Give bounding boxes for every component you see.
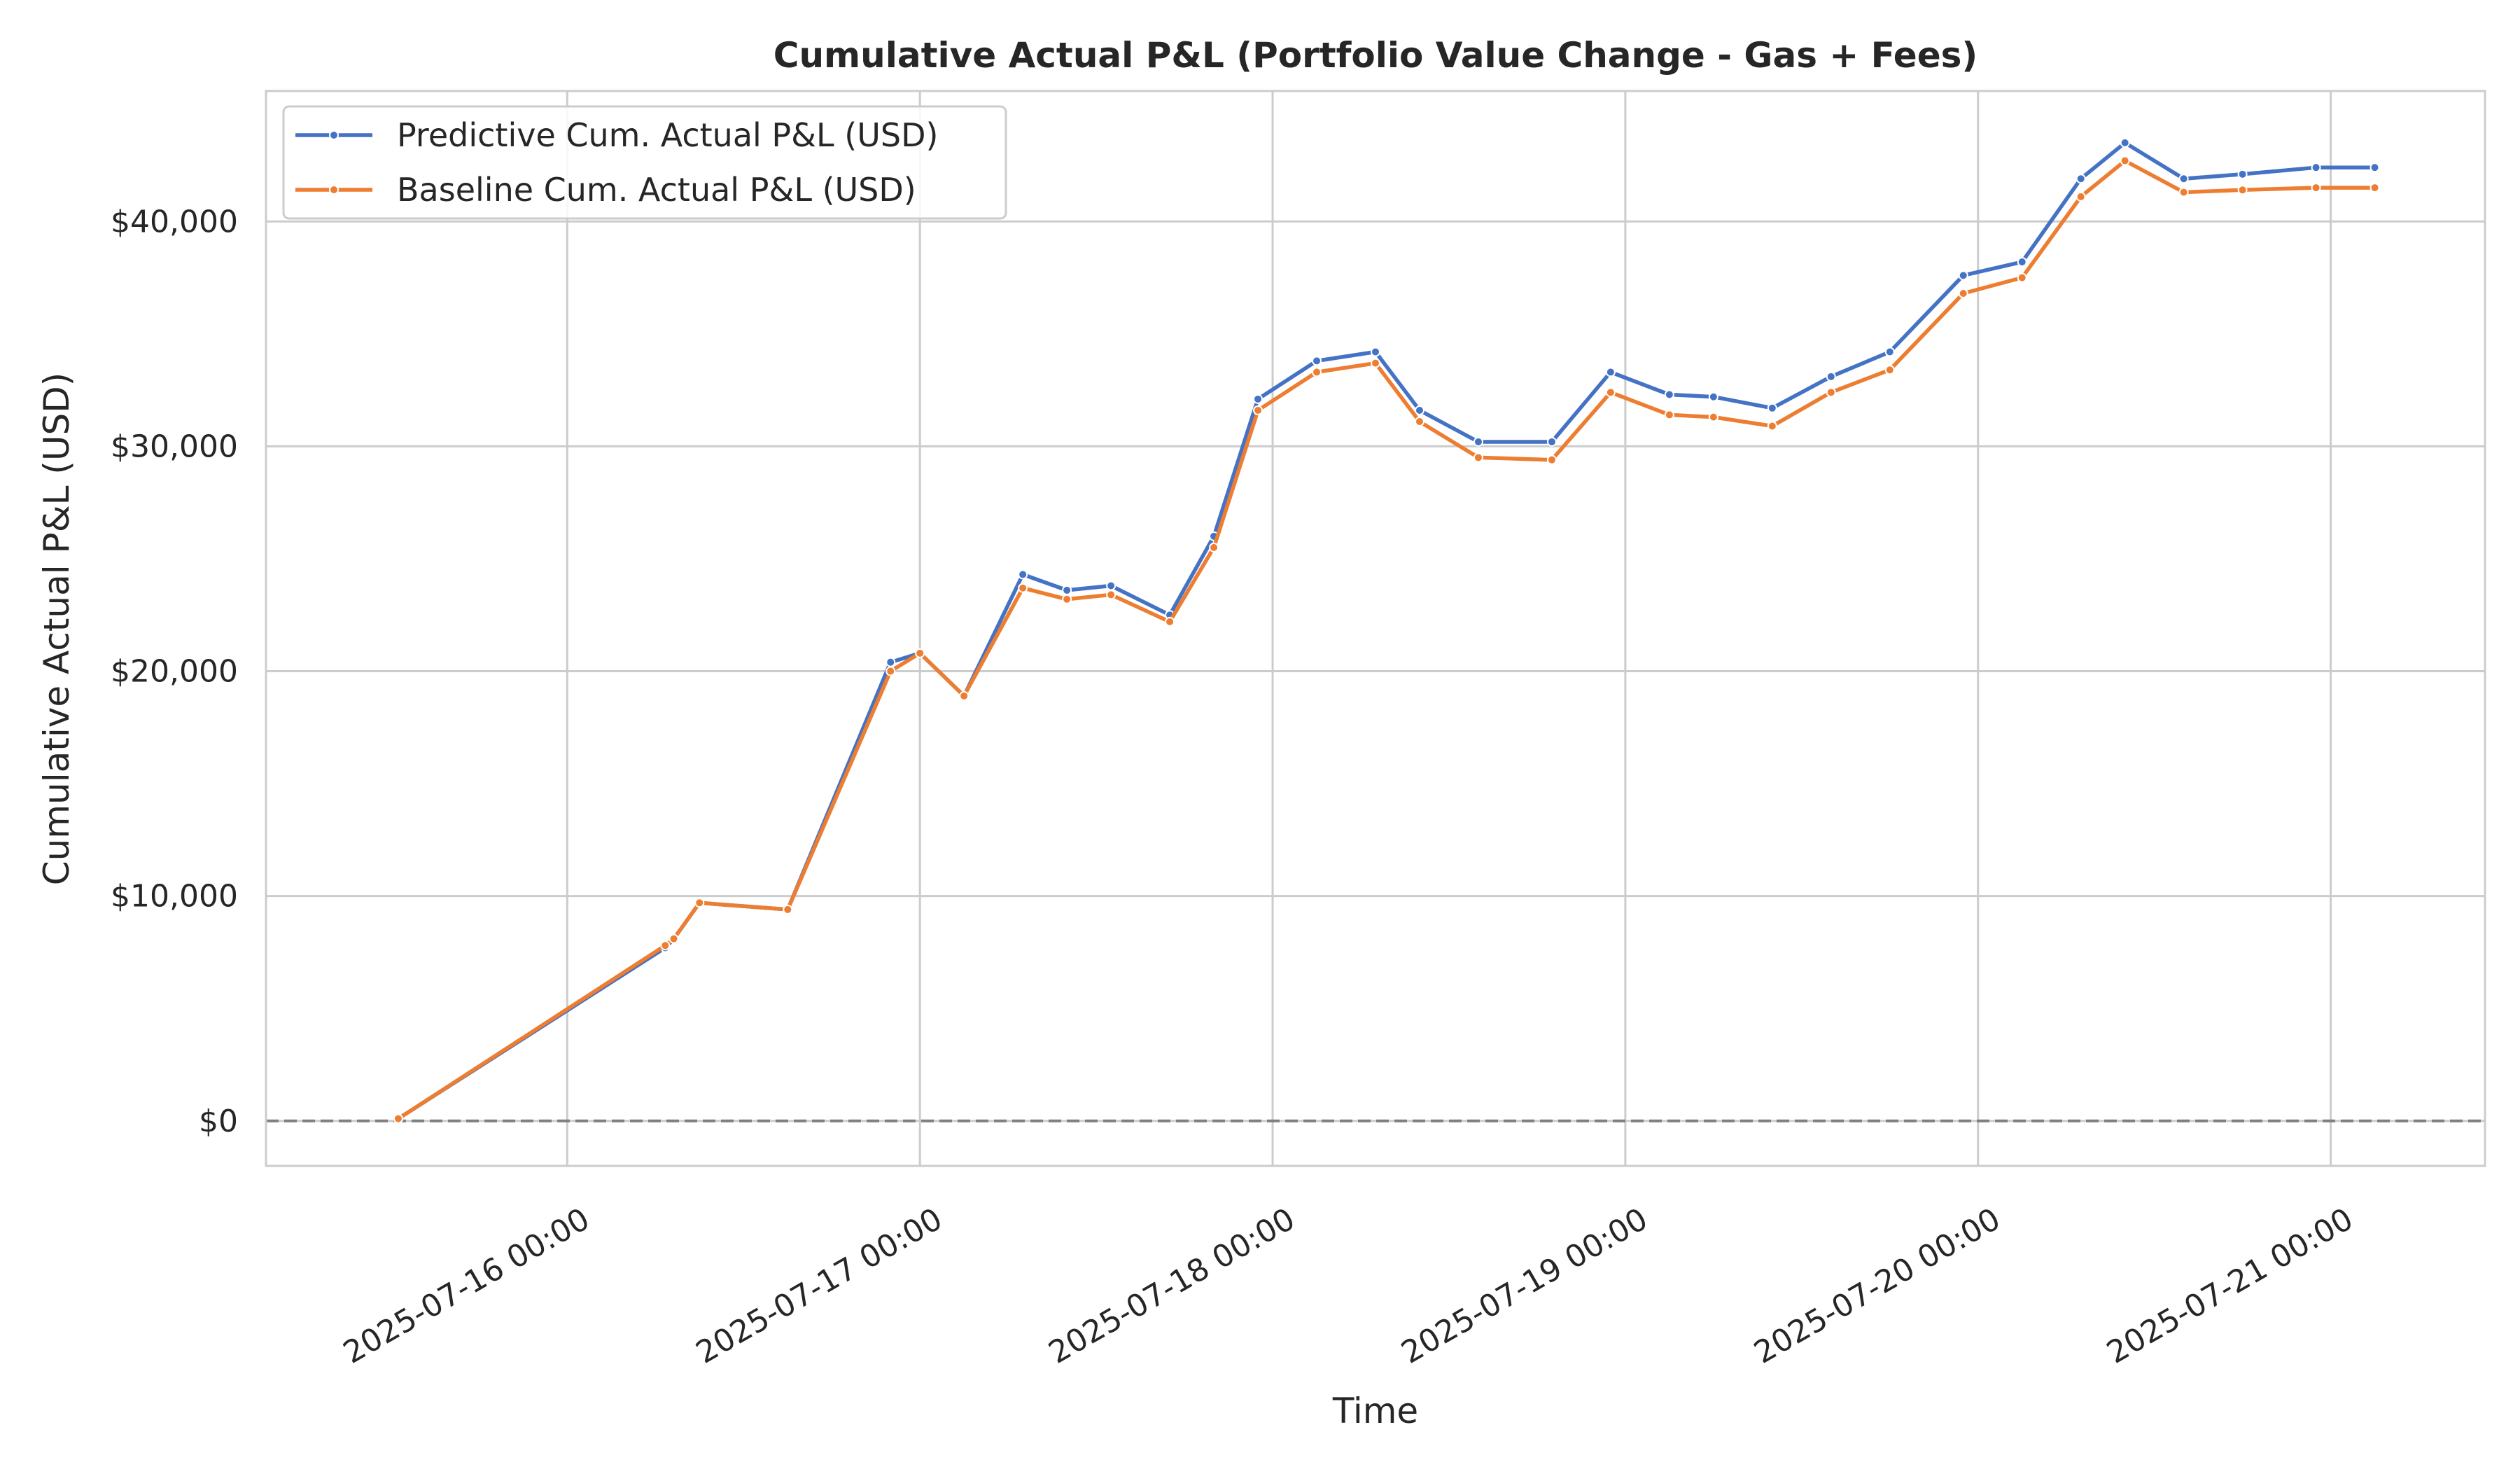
data-point [1664, 410, 1674, 420]
data-point [1664, 389, 1674, 400]
data-point [1018, 583, 1028, 593]
data-point [2370, 183, 2380, 193]
data-point [1473, 452, 1483, 463]
data-point [1371, 358, 1380, 368]
x-axis-ticks: 2025-07-16 00:00 2025-07-17 00:00 2025-07-… [337, 1201, 2359, 1370]
y-axis-label: Cumulative Actual P&L (USD) [36, 373, 77, 886]
data-point [1546, 436, 1557, 447]
data-point [1106, 580, 1116, 591]
chart-title: Cumulative Actual P&L (Portfolio Value C… [774, 35, 1977, 76]
data-point [2178, 187, 2189, 197]
data-point [2076, 191, 2086, 202]
data-point [1253, 394, 1264, 404]
data-point [1018, 569, 1028, 580]
y-tick-label: $20,000 [111, 654, 238, 690]
series-layer [393, 137, 2380, 1124]
data-point [1958, 288, 1968, 299]
x-tick-label: 2025-07-21 00:00 [2101, 1201, 2359, 1370]
data-point [1165, 616, 1175, 627]
data-point [1473, 436, 1483, 447]
x-tick-label: 2025-07-19 00:00 [1396, 1201, 1654, 1370]
data-point [1605, 387, 1616, 398]
x-tick-label: 2025-07-20 00:00 [1748, 1201, 2006, 1370]
data-point [2311, 162, 2321, 173]
x-tick-label: 2025-07-18 00:00 [1043, 1201, 1301, 1370]
y-axis-ticks: $0 $10,000 $20,000 $30,000 $40,000 [111, 204, 238, 1139]
data-point [1708, 391, 1718, 402]
data-point [1605, 367, 1616, 377]
data-point [1708, 412, 1718, 422]
data-point [1826, 387, 1836, 398]
data-point [2237, 169, 2248, 179]
data-point [886, 666, 896, 676]
x-tick-label: 2025-07-17 00:00 [690, 1201, 948, 1370]
legend-label: Baseline Cum. Actual P&L (USD) [397, 171, 916, 209]
series-predictive [393, 137, 2380, 1124]
data-point [1414, 405, 1424, 416]
data-point [2370, 162, 2380, 173]
y-tick-label: $10,000 [111, 879, 238, 915]
y-tick-label: $0 [199, 1104, 238, 1139]
legend-box [282, 105, 1007, 220]
data-point [1767, 421, 1777, 431]
data-point [2076, 174, 2086, 184]
legend: Predictive Cum. Actual P&L (USD) Baseline… [282, 105, 1007, 220]
legend-label: Predictive Cum. Actual P&L (USD) [397, 116, 938, 154]
data-point [1958, 270, 1968, 281]
data-point [393, 1113, 403, 1124]
data-point [2120, 155, 2130, 166]
data-point [1371, 347, 1380, 357]
data-point [694, 898, 705, 908]
data-point [1312, 367, 1322, 377]
series-baseline [393, 155, 2380, 1124]
grid [266, 91, 2485, 1166]
series-line [397, 158, 2375, 1120]
data-point [668, 933, 679, 944]
data-point [2017, 272, 2027, 283]
data-point [1062, 594, 1072, 604]
data-point [1062, 585, 1072, 595]
data-point [1312, 356, 1322, 366]
data-point [959, 690, 969, 701]
series-line [397, 141, 2375, 1120]
data-point [1884, 365, 1895, 375]
data-point [1546, 454, 1557, 465]
data-point [1884, 347, 1895, 357]
legend-marker [329, 185, 339, 195]
y-tick-label: $30,000 [111, 429, 238, 464]
data-point [2017, 257, 2027, 267]
data-point [2120, 137, 2130, 148]
data-point [1253, 405, 1264, 416]
data-point [2178, 174, 2189, 184]
data-point [660, 940, 671, 951]
y-tick-label: $40,000 [111, 204, 238, 239]
plot-frame [265, 90, 2486, 1167]
data-point [886, 657, 896, 667]
data-point [915, 648, 925, 658]
data-point [783, 904, 793, 915]
data-point [2311, 183, 2321, 193]
legend-marker [329, 130, 339, 140]
data-point [1767, 403, 1777, 413]
data-point [1826, 371, 1836, 382]
x-axis-label: Time [1332, 1391, 1418, 1431]
x-tick-label: 2025-07-16 00:00 [337, 1201, 596, 1370]
data-point [2237, 185, 2248, 195]
data-point [1414, 417, 1424, 427]
data-point [1106, 590, 1116, 600]
data-point [1209, 542, 1219, 552]
